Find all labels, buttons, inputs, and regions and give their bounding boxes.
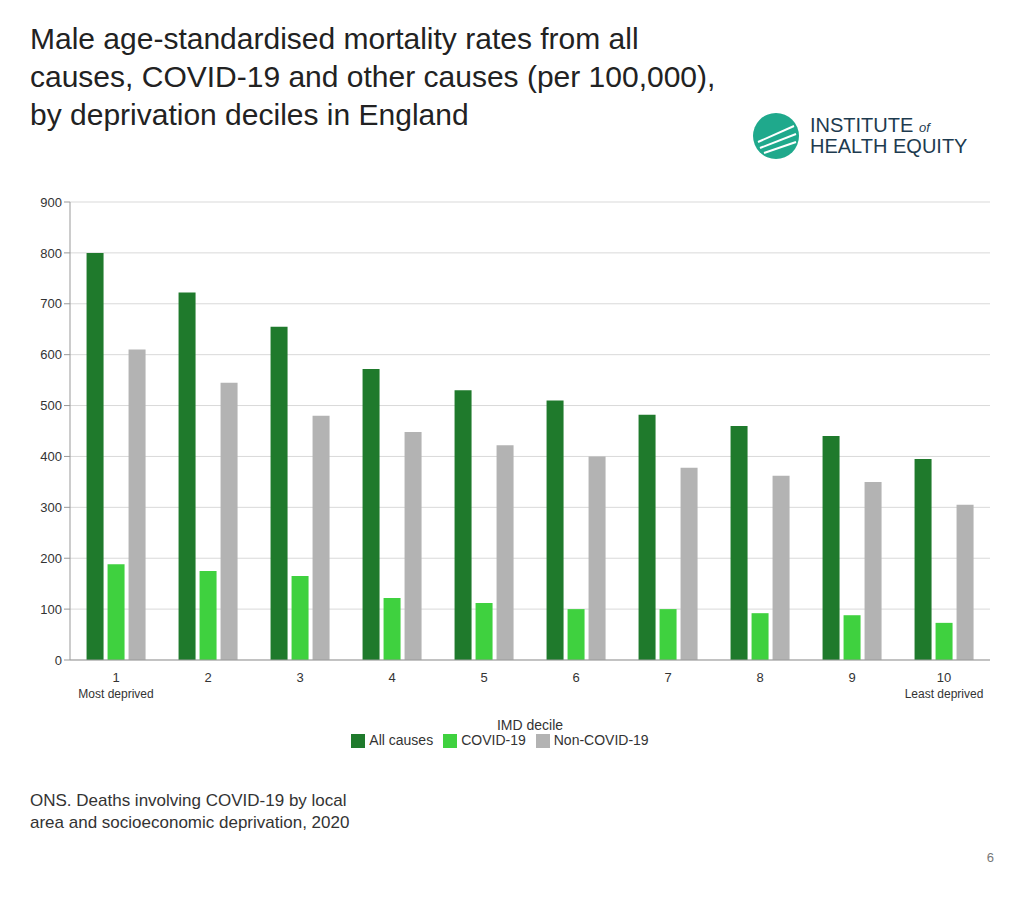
svg-text:4: 4 xyxy=(388,670,395,685)
html-text:ONS. Deaths involving COVID-19: ONS. Deaths involving COVID-19 by local … xyxy=(30,791,350,832)
svg-text:2: 2 xyxy=(204,670,211,685)
svg-text:0: 0 xyxy=(55,653,62,668)
svg-text:IMD decile: IMD decile xyxy=(497,717,563,733)
svg-text:200: 200 xyxy=(40,551,62,566)
svg-text:700: 700 xyxy=(40,296,62,311)
html-text:Non-COVID-19: Non-COVID-19 xyxy=(553,732,649,748)
svg-text:6: 6 xyxy=(572,670,579,685)
svg-text:900: 900 xyxy=(40,195,62,210)
html-text:6: 6 xyxy=(986,850,994,865)
svg-text:600: 600 xyxy=(40,347,62,362)
svg-text:100: 100 xyxy=(40,602,62,617)
html-text:INSTITUTE of: INSTITUTE of xyxy=(810,114,930,136)
html-text:HEALTH EQUITY: HEALTH EQUITY xyxy=(810,135,968,157)
svg-text:9: 9 xyxy=(848,670,855,685)
html-text:Male age-standardised mortalit: Male age-standardised mortality rates fr… xyxy=(30,22,716,131)
svg-text:1: 1 xyxy=(112,670,119,685)
svg-text:400: 400 xyxy=(40,449,62,464)
svg-text:500: 500 xyxy=(40,398,62,413)
svg-text:800: 800 xyxy=(40,246,62,261)
svg-text:5: 5 xyxy=(480,670,487,685)
svg-text:7: 7 xyxy=(664,670,671,685)
svg-text:300: 300 xyxy=(40,500,62,515)
svg-text:Least deprived: Least deprived xyxy=(905,687,984,701)
html-text:COVID-19: COVID-19 xyxy=(461,732,526,748)
html-text:All causes: All causes xyxy=(369,732,434,748)
svg-text:3: 3 xyxy=(296,670,303,685)
svg-text:Most deprived: Most deprived xyxy=(78,687,153,701)
svg-text:10: 10 xyxy=(937,670,951,685)
svg-text:8: 8 xyxy=(756,670,763,685)
